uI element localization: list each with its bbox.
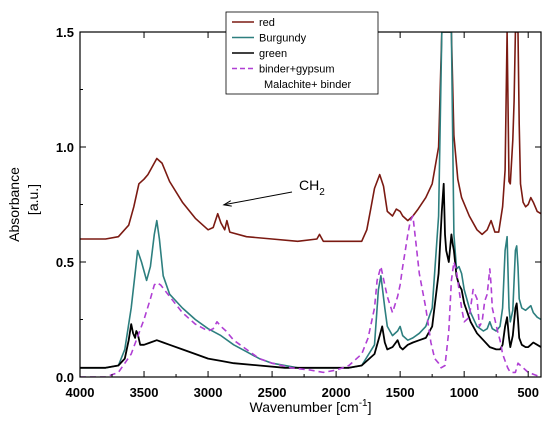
x-tick-label: 2000 [322, 385, 351, 400]
legend-label: Burgundy [259, 33, 307, 45]
x-tick-label: 500 [517, 385, 539, 400]
series-line-binder-gypsum [80, 215, 541, 377]
series-line-green [80, 182, 541, 369]
y-axis-unit: [a.u.] [25, 184, 41, 215]
x-tick-label: 3500 [130, 385, 159, 400]
y-tick-label: 0.5 [56, 255, 74, 270]
annotation-ch2: CH2 [299, 177, 325, 198]
x-tick-label: 4000 [66, 385, 95, 400]
x-tick-label: 2500 [258, 385, 287, 400]
series-line-burgundy [80, 32, 541, 369]
x-tick-label: 3000 [194, 385, 223, 400]
legend-label: red [259, 17, 275, 29]
x-tick-label: 1000 [450, 385, 479, 400]
annotation-arrow-line [223, 191, 293, 206]
legend-label: binder+gypsum [259, 64, 335, 76]
annotation-arrow-head [222, 200, 232, 207]
ticks-layer: 4000 3500 3000 2500 2000 1500 1000 500 0.0 0.5 1.0… [56, 25, 541, 400]
y-tick-label: 0.0 [56, 370, 74, 385]
y-tick-label: 1.0 [56, 140, 74, 155]
y-axis-label: Absorbance [6, 167, 22, 242]
y-tick-label: 1.5 [56, 25, 74, 40]
x-tick-label: 1500 [386, 385, 415, 400]
legend-label: green [259, 48, 287, 60]
annotation-layer: CH2 [222, 177, 325, 207]
legend: red Burgundy green binder+gypsum Malachite+ … [225, 11, 379, 95]
legend-label: Malachite+ binder [264, 79, 351, 91]
series-layer [80, 32, 541, 377]
axis-labels: Wavenumber [cm-1] Absorbance [a.u.] [6, 167, 371, 415]
series-line-red [80, 32, 541, 243]
x-axis-label: Wavenumber [cm-1] [250, 398, 372, 415]
